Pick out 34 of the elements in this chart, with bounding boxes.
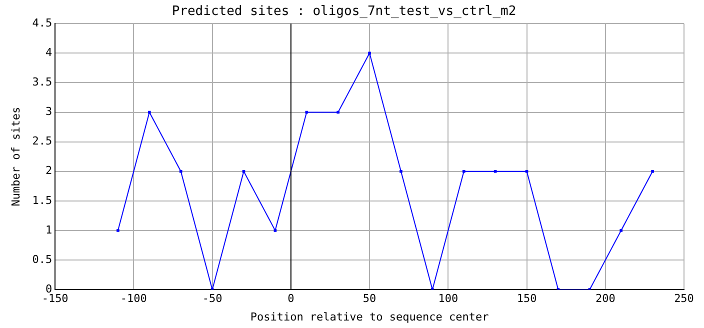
point: [116, 229, 120, 232]
y-tick-label: 1: [45, 223, 52, 236]
y-axis-title: Number of sites: [9, 106, 22, 206]
point: [179, 170, 182, 173]
y-tick-label: 3: [45, 105, 52, 118]
x-tick-label: -100: [120, 292, 147, 306]
point: [494, 170, 497, 173]
y-tick-label: 1.5: [32, 194, 52, 207]
point: [400, 170, 402, 173]
y-tick-label: 2.5: [32, 134, 52, 148]
point: [274, 229, 277, 232]
y-tick-label: 4.5: [32, 16, 52, 30]
point: [620, 229, 623, 232]
point: [148, 110, 151, 114]
point: [242, 170, 246, 173]
y-tick-label: 0.5: [32, 252, 52, 266]
point: [336, 110, 340, 114]
point: [305, 110, 308, 114]
x-tick-label: 50: [362, 292, 376, 306]
y-tick-label: 2: [45, 164, 52, 178]
x-tick-label: 250: [674, 292, 694, 306]
y-tick-label: 4: [45, 46, 52, 60]
x-axis-title: Position relative to sequence center: [250, 310, 490, 324]
point: [462, 170, 466, 173]
point: [651, 170, 654, 173]
point: [525, 170, 528, 173]
x-tick-label: 100: [438, 292, 458, 306]
y-tick-label: 3.5: [32, 76, 52, 89]
x-tick-label: 200: [595, 292, 616, 306]
x-tick-label: -50: [202, 292, 222, 306]
chart-title: Predicted sites : oligos_7nt_test_vs_ctrl_m2: [172, 4, 516, 20]
x-tick-label: 150: [516, 292, 537, 306]
point: [368, 52, 371, 55]
x-tick-label: 0: [288, 292, 294, 306]
